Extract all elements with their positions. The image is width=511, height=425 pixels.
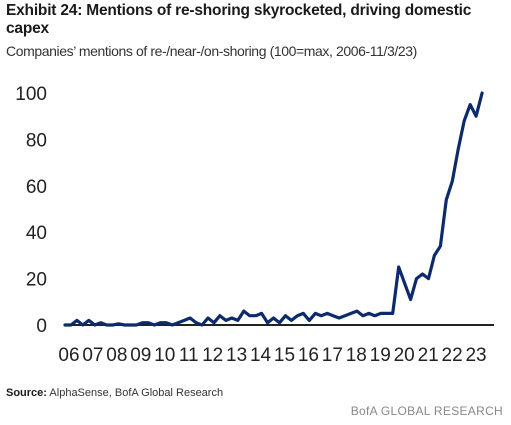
x-tick-label: 18 bbox=[346, 345, 367, 366]
x-tick-label: 10 bbox=[154, 345, 175, 366]
y-tick-label: 60 bbox=[26, 177, 47, 198]
x-tick-label: 13 bbox=[226, 345, 247, 366]
source-text: AlphaSense, BofA Global Research bbox=[49, 387, 224, 399]
y-tick-label: 40 bbox=[26, 223, 47, 244]
source-note: Source: AlphaSense, BofA Global Research bbox=[6, 387, 223, 399]
chart-title: Exhibit 24: Mentions of re-shoring skyro… bbox=[6, 2, 472, 37]
y-axis-labels: 0 20 40 60 80 100 bbox=[15, 84, 47, 337]
source-label: Source: bbox=[6, 387, 47, 399]
x-tick-label: 17 bbox=[322, 345, 343, 366]
x-tick-label: 21 bbox=[418, 345, 439, 366]
series-line-0 bbox=[63, 91, 484, 327]
brand-mark: BofA GLOBAL RESEARCH bbox=[350, 404, 503, 418]
x-tick-label: 14 bbox=[250, 345, 272, 366]
x-tick-label: 15 bbox=[274, 345, 295, 366]
x-tick-label: 12 bbox=[202, 345, 223, 366]
x-tick-label: 09 bbox=[130, 345, 151, 366]
y-tick-label: 100 bbox=[15, 84, 47, 105]
x-tick-label: 16 bbox=[298, 345, 319, 366]
x-tick-label: 20 bbox=[394, 345, 415, 366]
chart-subtitle: Companies’ mentions of re-/near-/on-shor… bbox=[6, 43, 417, 59]
x-tick-label: 11 bbox=[179, 345, 199, 366]
line-chart: 0 20 40 60 80 100 06 07 08 09 10 11 12 13 14 15 16 17 18 1… bbox=[15, 84, 494, 366]
series-layer bbox=[63, 91, 484, 327]
x-tick-label: 22 bbox=[442, 345, 463, 366]
x-tick-label: 23 bbox=[465, 345, 486, 366]
x-tick-label: 19 bbox=[370, 345, 391, 366]
x-axis-labels: 06 07 08 09 10 11 12 13 14 15 16 17 18 19 20 21 22 23 bbox=[58, 345, 486, 366]
x-tick-label: 07 bbox=[82, 345, 103, 366]
x-tick-label: 06 bbox=[58, 345, 79, 366]
y-tick-label: 0 bbox=[36, 316, 47, 337]
y-tick-label: 80 bbox=[26, 130, 47, 151]
x-tick-label: 08 bbox=[106, 345, 127, 366]
y-tick-label: 20 bbox=[26, 270, 47, 291]
